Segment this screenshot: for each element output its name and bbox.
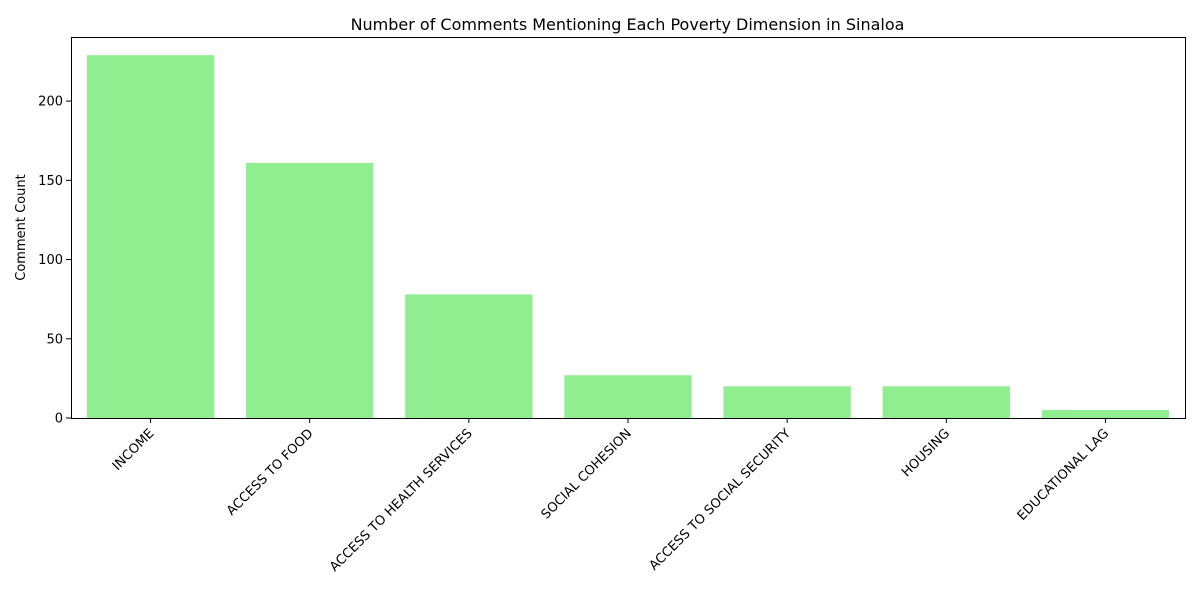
x-tick-label: INCOME [110,426,158,474]
bar-access-to-food [246,162,374,418]
x-tick-label: ACCESS TO SOCIAL SECURITY [647,426,794,573]
x-tick-label: SOCIAL COHESION [539,426,635,522]
y-tick-label: 100 [38,253,63,268]
bars-group [86,55,1170,419]
plot-frame [71,37,1186,419]
bar-access-to-health-services [405,294,533,418]
y-axis-label: Comment Count [14,174,29,280]
chart-title: Number of Comments Mentioning Each Pover… [351,15,905,34]
bar-social-cohesion [564,375,692,418]
y-tick-label: 0 [55,412,63,427]
bar-housing [882,386,1010,418]
y-tick-label: 200 [38,95,63,110]
x-tick-label: EDUCATIONAL LAG [1015,426,1113,524]
bar-income [86,55,215,419]
bar-educational-lag [1041,410,1170,418]
y-tick-label: 50 [46,332,63,347]
y-axis: 0 50 100 150 200 [38,95,71,427]
x-tick-label: HOUSING [899,426,953,480]
x-tick-label: ACCESS TO HEALTH SERVICES [327,426,476,575]
y-tick-label: 150 [38,174,63,189]
bar-access-to-social-security [723,386,851,418]
x-tick-label: ACCESS TO FOOD [224,426,317,519]
x-axis: INCOME ACCESS TO FOOD ACCESS TO HEALTH SER… [110,418,1112,575]
